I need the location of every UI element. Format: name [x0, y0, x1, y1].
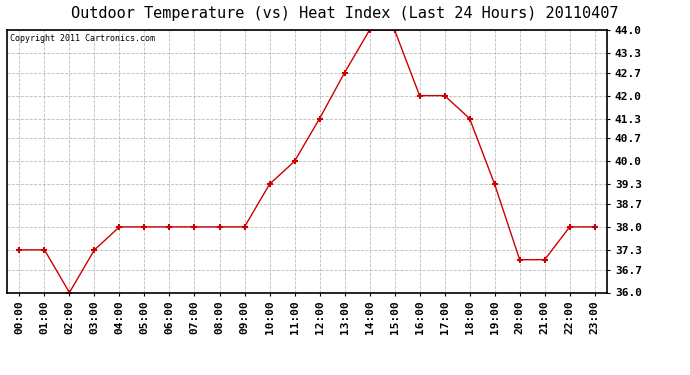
Text: Outdoor Temperature (vs) Heat Index (Last 24 Hours) 20110407: Outdoor Temperature (vs) Heat Index (Las… [71, 6, 619, 21]
Text: Copyright 2011 Cartronics.com: Copyright 2011 Cartronics.com [10, 34, 155, 43]
